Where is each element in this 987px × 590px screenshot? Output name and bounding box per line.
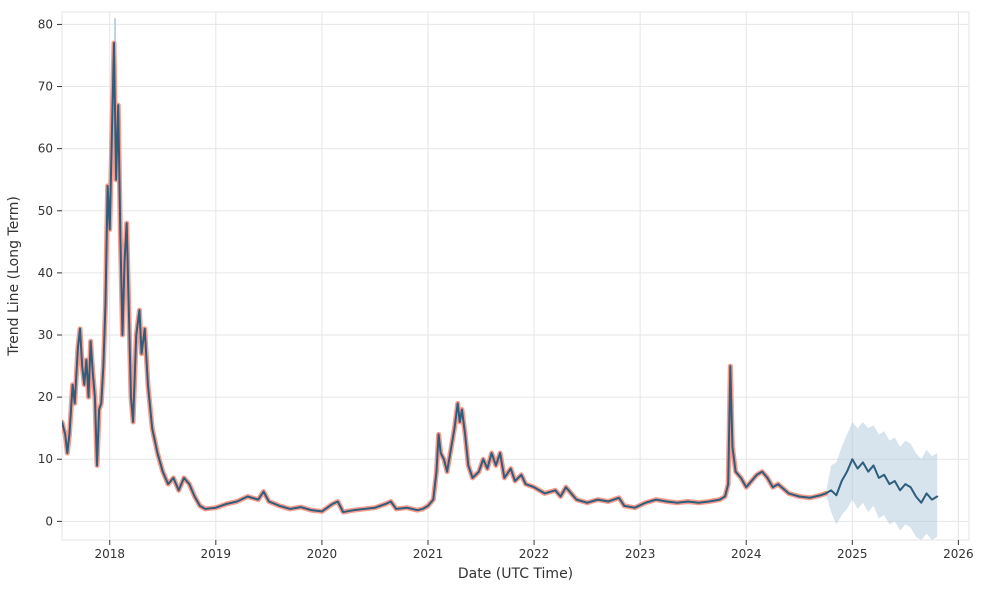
x-tick-label: 2026 [943,547,974,561]
y-axis-label: Trend Line (Long Term) [6,196,22,357]
y-tick-label: 70 [38,80,53,94]
y-tick-label: 0 [45,514,53,528]
y-tick-label: 80 [38,17,53,31]
x-tick-label: 2020 [307,547,338,561]
x-tick-label: 2024 [731,547,762,561]
x-axis-label: Date (UTC Time) [458,566,573,582]
x-tick-label: 2025 [837,547,868,561]
y-tick-label: 60 [38,142,53,156]
x-tick-label: 2018 [94,547,125,561]
y-tick-label: 10 [38,452,53,466]
y-tick-label: 40 [38,266,53,280]
chart-svg: 2018 2019 2020 2021 2022 2023 2024 2025 2026 0 10 2… [0,0,987,590]
x-tick-label: 2021 [413,547,444,561]
x-tick-label: 2019 [201,547,232,561]
x-tick-label: 2022 [519,547,550,561]
x-tick-label: 2023 [625,547,656,561]
trend-chart: 2018 2019 2020 2021 2022 2023 2024 2025 2026 0 10 2… [0,0,987,590]
y-tick-label: 30 [38,328,53,342]
y-tick-label: 20 [38,390,53,404]
y-tick-label: 50 [38,204,53,218]
